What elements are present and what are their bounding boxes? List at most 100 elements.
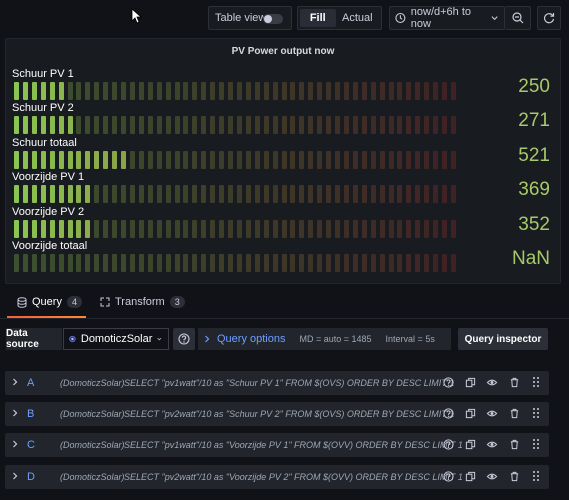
gauge-row: Voorzijde PV 2 352 [11,206,556,240]
gauge-cell [94,185,100,203]
gauge-cell [219,116,225,134]
query-ref-id[interactable]: B [27,408,35,420]
gauge-cell [210,254,216,272]
query-row[interactable]: B (DomoticzSolar) SELECT "pv2watt"/10 as… [5,402,549,426]
table-view-toggle[interactable]: Table view [208,6,292,30]
chevron-right-icon[interactable] [11,440,19,448]
panel-pv-power: PV Power output now Schuur PV 1 250 Schu… [5,38,561,284]
gauge-cell [58,220,64,238]
gauge-cell [121,185,127,203]
gauge-cell [281,220,287,238]
gauge-cell [103,82,109,100]
copy-icon[interactable] [463,469,477,483]
gauge-row: Schuur PV 2 271 [11,102,556,136]
chevron-right-icon[interactable] [11,378,19,386]
time-range-text: now/d+6h to now [410,6,472,30]
gauge-cell [67,254,73,272]
eye-icon[interactable] [485,406,499,420]
tab-transform[interactable]: Transform 3 [100,296,185,308]
gauge-cell [219,185,225,203]
gauge-cell [308,220,314,238]
copy-icon[interactable] [463,437,477,451]
zoom-out-button[interactable] [505,6,531,30]
gauge-cell [245,254,251,272]
eye-icon[interactable] [485,469,499,483]
query-ref-id[interactable]: D [27,471,35,483]
query-inspector-button[interactable]: Query inspector [458,328,548,350]
tab-query[interactable]: Query 4 [17,296,82,308]
drag-icon[interactable] [529,437,543,451]
time-range-picker[interactable]: now/d+6h to now [389,6,505,30]
trash-icon[interactable] [507,469,521,483]
gauge-row: Schuur PV 1 250 [11,68,556,102]
gauge-cell [49,82,55,100]
query-row[interactable]: D (DomoticzSolar) SELECT "pv2watt"/10 as… [5,465,549,489]
help-icon[interactable] [441,437,455,451]
fill-option[interactable]: Fill [300,9,336,27]
gauge-cell [308,151,314,169]
copy-icon[interactable] [463,375,477,389]
gauge-cell [22,254,28,272]
chevron-right-icon[interactable] [11,472,19,480]
trash-icon[interactable] [507,437,521,451]
drag-icon[interactable] [529,469,543,483]
trash-icon[interactable] [507,375,521,389]
gauge-bar [14,220,456,238]
gauge-cell [299,151,305,169]
gauge-cell [138,185,144,203]
gauge-cell [147,82,153,100]
gauge-cell [40,254,46,272]
zoom-out-icon [511,12,523,24]
trash-icon[interactable] [507,406,521,420]
gauge-cell [299,254,305,272]
gauge-cell [103,116,109,134]
query-row[interactable]: A (DomoticzSolar) SELECT "pv1watt"/10 as… [5,371,549,395]
query-row[interactable]: C (DomoticzSolar) SELECT "pv1watt"/10 as… [5,433,549,457]
gauge-cell [76,220,82,238]
query-options-label: Query options [217,333,286,345]
dashboard-toolbar: Table view Fill Actual now/d+6h to now [0,6,569,30]
gauge-cell [245,116,251,134]
gauge-cell [94,82,100,100]
gauge-cell [165,116,171,134]
gauge-bar [14,254,456,272]
table-view-switch[interactable] [263,14,283,24]
gauge-cell [85,220,91,238]
drag-icon[interactable] [529,375,543,389]
help-icon[interactable] [441,469,455,483]
gauge-cell [138,254,144,272]
help-icon[interactable] [441,406,455,420]
query-ref-id[interactable]: C [27,439,35,451]
gauge-cell [272,220,278,238]
actual-option[interactable]: Actual [341,12,373,24]
drag-icon[interactable] [529,406,543,420]
gauge-cell [58,82,64,100]
eye-icon[interactable] [485,375,499,389]
copy-icon[interactable] [463,406,477,420]
gauge-cell [31,82,37,100]
gauge-cell [121,116,127,134]
eye-icon[interactable] [485,437,499,451]
gauge-cell [379,220,385,238]
gauge-cell [85,82,91,100]
gauge-cell [370,116,376,134]
query-sql: SELECT "pv2watt"/10 as "Voorzijde PV 2" … [124,472,463,482]
query-datasource: (DomoticzSolar) [60,440,125,450]
gauge-cell [40,151,46,169]
query-ref-id[interactable]: A [27,377,35,389]
chevron-right-icon[interactable] [11,409,19,417]
refresh-button[interactable] [537,6,561,30]
query-options[interactable]: Query options MD = auto = 1485 Interval … [198,328,451,350]
help-icon[interactable] [441,375,455,389]
gauge-cell [254,185,260,203]
gauge-cell [67,185,73,203]
gauge-label: Voorzijde PV 2 [12,206,85,218]
gauge-cell [58,254,64,272]
data-source-help-button[interactable] [173,328,195,350]
gauge-cell [112,151,118,169]
gauge-cell [308,254,314,272]
gauge-value: 352 [518,214,550,235]
gauge-cell [40,220,46,238]
data-source-picker[interactable]: DomoticzSolar [63,328,169,350]
gauge-cell [138,151,144,169]
